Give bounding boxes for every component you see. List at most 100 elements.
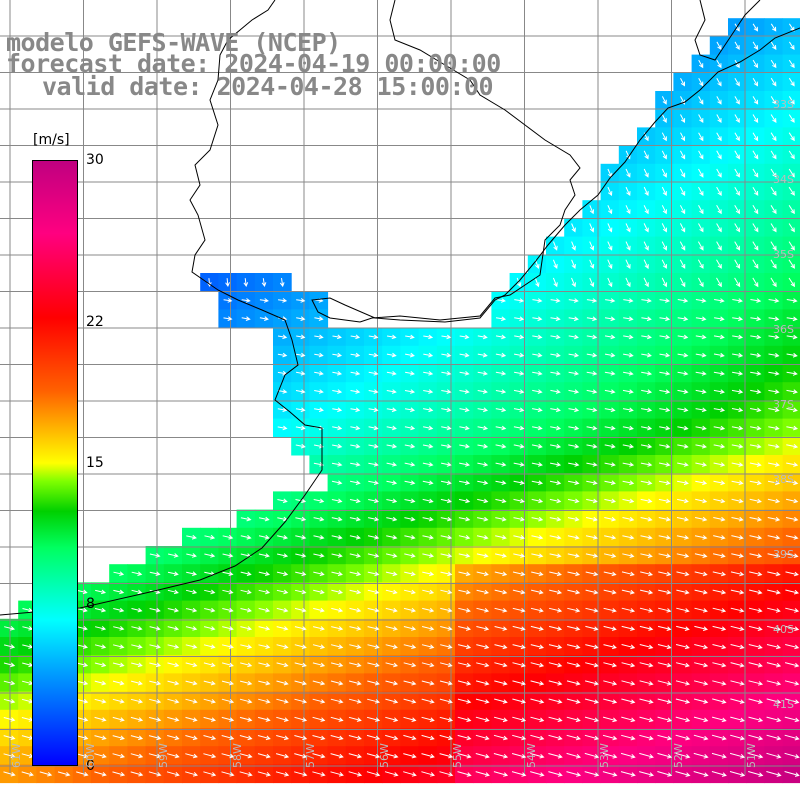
wind-arrow bbox=[76, 771, 89, 777]
wind-arrow bbox=[532, 371, 543, 376]
wind-arrow bbox=[657, 698, 672, 704]
wind-arrow bbox=[477, 389, 488, 394]
wind-arrow bbox=[221, 771, 235, 777]
wind-arrow bbox=[130, 771, 144, 777]
wind-arrow bbox=[770, 41, 777, 51]
wind-arrow bbox=[459, 425, 470, 431]
wind-arrow bbox=[458, 498, 471, 504]
wind-arrow bbox=[604, 352, 616, 358]
wind-arrow bbox=[532, 298, 543, 303]
wind-arrow bbox=[294, 644, 307, 649]
wind-arrow bbox=[567, 516, 580, 522]
wind-arrow bbox=[130, 716, 144, 722]
wind-arrow bbox=[94, 698, 107, 704]
wind-arrow bbox=[258, 644, 271, 649]
wind-arrow bbox=[548, 734, 563, 741]
wind-arrow bbox=[622, 498, 635, 504]
wind-arrow bbox=[770, 114, 777, 124]
wind-arrow bbox=[768, 389, 780, 394]
wind-arrow bbox=[532, 407, 543, 413]
wind-arrow bbox=[622, 462, 635, 467]
wind-arrow bbox=[643, 241, 649, 251]
wind-arrow bbox=[566, 716, 581, 723]
wind-arrow bbox=[677, 462, 689, 467]
wind-arrow bbox=[585, 625, 599, 631]
wind-arrow bbox=[605, 298, 616, 303]
wind-arrow bbox=[113, 571, 125, 576]
wind-arrow bbox=[459, 389, 470, 394]
wind-arrow bbox=[770, 96, 777, 105]
wind-arrow bbox=[350, 352, 361, 358]
wind-arrow bbox=[439, 771, 454, 777]
wind-arrow bbox=[385, 626, 398, 631]
wind-arrow bbox=[94, 680, 107, 686]
wind-arrow bbox=[770, 186, 777, 196]
wind-arrow bbox=[694, 625, 709, 631]
wind-arrow bbox=[784, 662, 800, 668]
wind-arrow bbox=[661, 259, 667, 269]
wind-arrow bbox=[313, 607, 325, 613]
wind-arrow bbox=[713, 425, 726, 431]
wind-arrow bbox=[657, 752, 673, 759]
wind-arrow bbox=[698, 59, 704, 69]
wind-arrow bbox=[185, 644, 198, 649]
wind-arrow bbox=[39, 771, 53, 777]
wind-arrow bbox=[584, 734, 600, 741]
wind-arrow bbox=[222, 553, 234, 558]
wind-arrow bbox=[368, 425, 379, 431]
wind-arrow bbox=[3, 698, 16, 704]
wind-arrow bbox=[749, 535, 763, 540]
wind-arrow bbox=[568, 334, 579, 340]
colorbar-tick-label: 0 bbox=[86, 758, 95, 774]
wind-arrow bbox=[457, 734, 472, 741]
wind-arrow bbox=[349, 571, 362, 577]
wind-arrow bbox=[459, 480, 471, 485]
wind-arrow bbox=[641, 371, 653, 376]
coastline bbox=[0, 0, 800, 616]
wind-arrow bbox=[495, 535, 507, 540]
wind-arrow bbox=[440, 535, 453, 540]
wind-arrow bbox=[658, 589, 672, 595]
wind-arrow bbox=[258, 662, 271, 668]
wind-arrow bbox=[403, 771, 417, 777]
wind-arrow bbox=[603, 625, 617, 631]
wind-arrow bbox=[676, 571, 690, 577]
wind-arrow bbox=[607, 277, 613, 288]
wind-arrow bbox=[713, 371, 725, 376]
wind-arrow bbox=[548, 753, 563, 759]
wind-arrow bbox=[770, 241, 777, 251]
wind-arrow bbox=[441, 352, 452, 358]
wind-arrow bbox=[730, 589, 745, 595]
wind-arrow bbox=[313, 553, 325, 558]
wind-arrow bbox=[694, 662, 709, 668]
wind-arrow bbox=[785, 535, 799, 540]
wind-arrow bbox=[567, 553, 580, 558]
wind-arrow bbox=[712, 698, 727, 704]
longitude-label: 52W bbox=[671, 743, 685, 768]
wind-arrow bbox=[749, 462, 762, 467]
wind-arrow bbox=[586, 443, 598, 449]
wind-arrow bbox=[752, 168, 759, 178]
wind-arrow bbox=[716, 77, 722, 87]
wind-arrow bbox=[607, 223, 613, 233]
wind-arrow bbox=[788, 41, 795, 50]
wind-arrow bbox=[367, 516, 380, 522]
wind-arrow bbox=[607, 259, 613, 270]
wind-arrow bbox=[477, 407, 489, 413]
wind-arrow bbox=[694, 553, 708, 558]
wind-arrow bbox=[296, 371, 306, 376]
wind-arrow bbox=[367, 535, 380, 540]
latitude-label: 40S bbox=[773, 623, 794, 636]
wind-arrow bbox=[530, 753, 545, 759]
wind-arrow bbox=[76, 607, 88, 613]
wind-arrow bbox=[639, 607, 654, 613]
wind-arrow bbox=[440, 571, 453, 577]
wind-arrow bbox=[785, 607, 800, 613]
wind-arrow bbox=[4, 626, 16, 631]
wind-arrow bbox=[621, 625, 636, 631]
wind-arrow bbox=[313, 516, 325, 522]
wind-arrow bbox=[530, 698, 545, 704]
wind-arrow bbox=[276, 662, 289, 668]
wind-arrow bbox=[621, 662, 636, 668]
wind-arrow bbox=[694, 589, 708, 595]
